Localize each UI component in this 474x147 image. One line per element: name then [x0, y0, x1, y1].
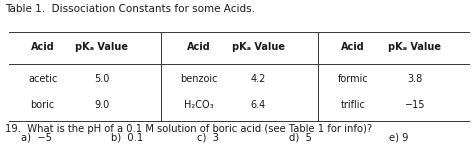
Text: Acid: Acid: [341, 42, 365, 52]
Text: 6.4: 6.4: [251, 100, 266, 110]
Text: Acid: Acid: [31, 42, 55, 52]
Text: formic: formic: [338, 74, 368, 84]
Text: 9.0: 9.0: [94, 100, 109, 110]
Text: benzoic: benzoic: [180, 74, 218, 84]
Text: 19.  What is the pH of a 0.1 M solution of boric acid (see Table 1 for info)?: 19. What is the pH of a 0.1 M solution o…: [5, 124, 372, 134]
Text: triflic: triflic: [341, 100, 365, 110]
Text: boric: boric: [30, 100, 55, 110]
Text: H₂CO₃: H₂CO₃: [184, 100, 214, 110]
Text: d)  5: d) 5: [289, 133, 312, 143]
Text: 5.0: 5.0: [94, 74, 109, 84]
Text: Acid: Acid: [187, 42, 211, 52]
Text: a)  −5: a) −5: [21, 133, 52, 143]
Text: Table 1.  Dissociation Constants for some Acids.: Table 1. Dissociation Constants for some…: [5, 4, 255, 14]
Text: 3.8: 3.8: [407, 74, 422, 84]
Text: −15: −15: [404, 100, 425, 110]
Text: c)  3: c) 3: [197, 133, 219, 143]
Text: e) 9: e) 9: [389, 133, 408, 143]
Text: 4.2: 4.2: [251, 74, 266, 84]
Text: pKₐ Value: pKₐ Value: [75, 42, 128, 52]
Text: b)  0.1: b) 0.1: [111, 133, 144, 143]
Text: acetic: acetic: [28, 74, 57, 84]
Text: pKₐ Value: pKₐ Value: [232, 42, 285, 52]
Text: pKₐ Value: pKₐ Value: [388, 42, 441, 52]
